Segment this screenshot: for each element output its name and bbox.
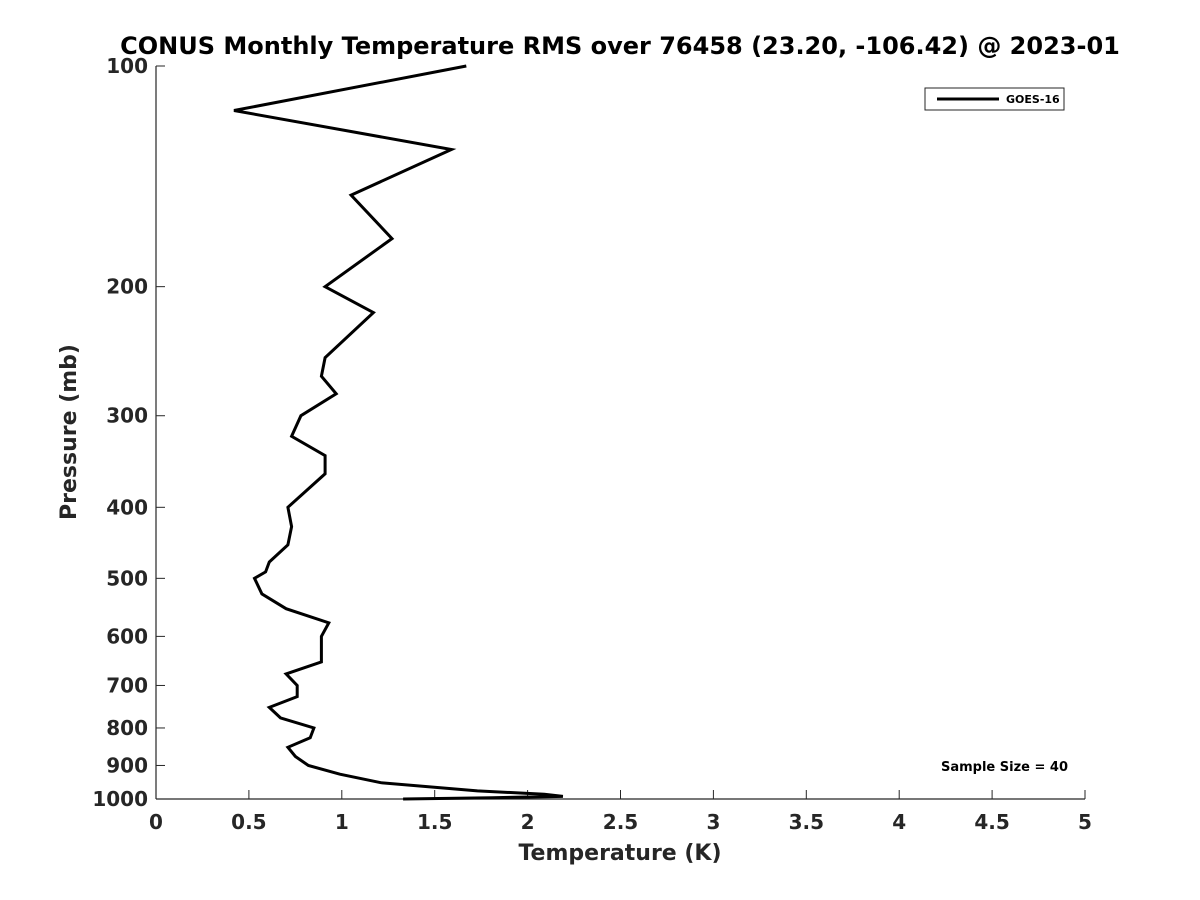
y-tick-label: 200 — [106, 275, 148, 299]
x-tick-label: 4.5 — [974, 810, 1009, 834]
legend: GOES-16 — [924, 87, 1065, 111]
y-tick-label: 700 — [106, 673, 148, 697]
x-tick-label: 5 — [1078, 810, 1092, 834]
y-tick-label: 100 — [106, 54, 148, 78]
x-tick-label: 2.5 — [603, 810, 638, 834]
series-line-goes-16 — [233, 64, 564, 801]
sample-size-annotation: Sample Size = 40 — [941, 760, 1068, 775]
y-tick-label: 1000 — [92, 787, 148, 811]
x-tick-label: 1 — [335, 810, 349, 834]
series-layer — [233, 64, 564, 801]
x-tick-label: 0 — [149, 810, 163, 834]
x-axis-ticks: 0 0.5 1 1.5 2 2.5 3 3.5 4 4.5 5 — [149, 790, 1092, 834]
x-tick-label: 2 — [521, 810, 535, 834]
y-tick-label: 500 — [106, 566, 148, 590]
x-tick-label: 3 — [706, 810, 720, 834]
y-tick-label: 800 — [106, 716, 148, 740]
x-tick-label: 4 — [892, 810, 906, 834]
axes-box — [155, 66, 1085, 800]
y-tick-label: 600 — [106, 624, 148, 648]
x-tick-label: 3.5 — [789, 810, 824, 834]
y-axis-label: Pressure (mb) — [57, 344, 82, 520]
y-tick-label: 900 — [106, 753, 148, 777]
y-axis-ticks: 100 200 300 400 500 600 700 800 900 1000 — [92, 54, 165, 811]
chart-title: CONUS Monthly Temperature RMS over 76458… — [120, 32, 1120, 60]
y-tick-label: 400 — [106, 495, 148, 519]
x-axis-label: Temperature (K) — [518, 841, 721, 866]
x-tick-label: 1.5 — [417, 810, 452, 834]
legend-label: GOES-16 — [1006, 93, 1060, 106]
y-tick-label: 300 — [106, 404, 148, 428]
x-tick-label: 0.5 — [231, 810, 266, 834]
